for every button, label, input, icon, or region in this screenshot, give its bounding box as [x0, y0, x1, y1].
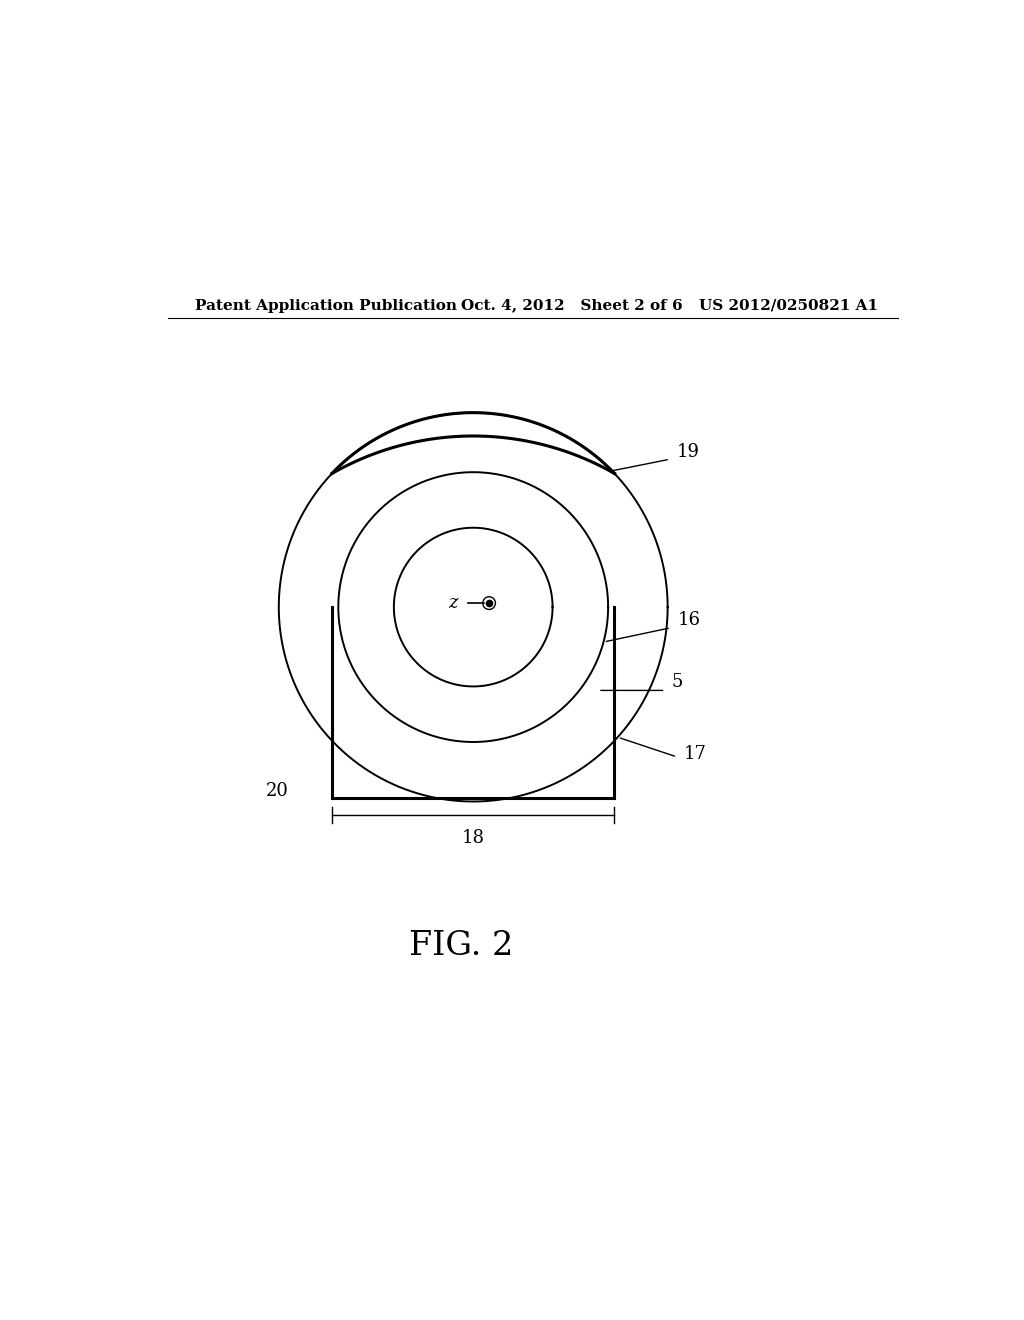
- Text: Oct. 4, 2012   Sheet 2 of 6: Oct. 4, 2012 Sheet 2 of 6: [461, 298, 683, 313]
- Text: 19: 19: [677, 442, 699, 461]
- Text: 20: 20: [265, 783, 289, 800]
- Text: 16: 16: [677, 611, 700, 628]
- Text: 5: 5: [672, 673, 683, 692]
- Text: US 2012/0250821 A1: US 2012/0250821 A1: [699, 298, 879, 313]
- Text: FIG. 2: FIG. 2: [410, 931, 513, 962]
- Text: Patent Application Publication: Patent Application Publication: [196, 298, 458, 313]
- Text: z: z: [449, 594, 458, 612]
- Text: 17: 17: [684, 744, 707, 763]
- Text: 18: 18: [462, 829, 484, 847]
